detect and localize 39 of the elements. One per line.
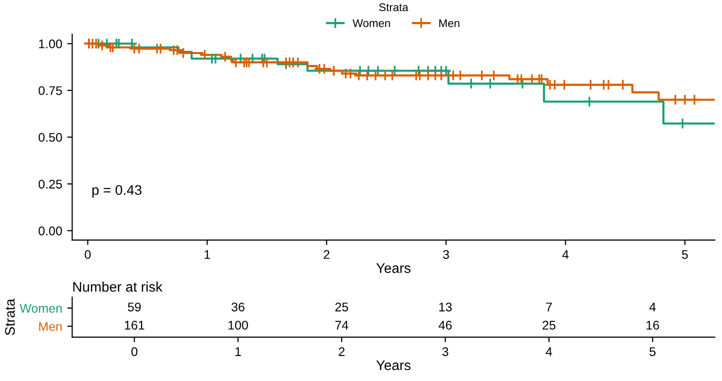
y-tick-label: 1.00: [39, 39, 62, 48]
x-tick-label: 0: [84, 250, 91, 259]
x-tick-label: 3: [442, 347, 448, 356]
x-tick-label: 5: [682, 250, 688, 259]
data-label: 46: [438, 320, 452, 330]
chart-title: Number at risk: [73, 282, 163, 292]
x-tick-label: 1: [204, 250, 210, 259]
data-label: 25: [335, 302, 348, 312]
y-tick-label: Men: [39, 322, 62, 331]
legend-label: Men: [439, 19, 460, 28]
data-label: 16: [646, 320, 659, 330]
legend-title: Strata: [379, 3, 408, 12]
x-tick-label: 4: [546, 347, 552, 356]
y-tick-label: 0.75: [38, 86, 62, 96]
legend-label: Women: [352, 19, 390, 28]
y-tick-label: Women: [20, 304, 62, 313]
data-label: 13: [439, 302, 452, 312]
x-tick-label: 0: [131, 347, 138, 356]
data-label: 36: [232, 302, 244, 312]
y-tick-label: 0.50: [38, 132, 62, 142]
x-tick-label: 2: [324, 250, 330, 259]
x-axis-title: Years: [376, 360, 410, 370]
y-tick-label: 0.00: [38, 226, 62, 236]
data-label: 161: [124, 320, 144, 330]
data-label: 59: [128, 302, 141, 312]
data-label: 100: [228, 320, 248, 330]
x-tick-label: 1: [236, 347, 241, 356]
data-label: 4: [649, 302, 656, 312]
x-axis-title: Years: [376, 263, 410, 273]
data-label: 7: [546, 302, 552, 312]
x-tick-label: 5: [650, 347, 656, 356]
data-label: 25: [542, 320, 556, 330]
x-tick-label: 3: [443, 250, 449, 259]
data-label: 74: [335, 320, 348, 330]
y-tick-label: 0.25: [38, 180, 62, 189]
x-tick-label: 2: [338, 347, 345, 356]
x-tick-label: 4: [562, 250, 569, 259]
y-axis-title: Strata: [5, 298, 15, 336]
annotation: p = 0.43: [92, 185, 142, 198]
